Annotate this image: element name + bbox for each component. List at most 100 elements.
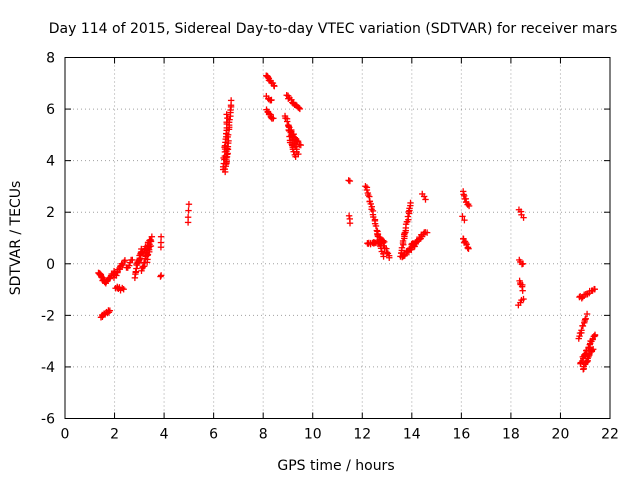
- data-point: [461, 216, 468, 224]
- data-point: [294, 137, 302, 145]
- data-point: [129, 256, 136, 264]
- data-point: [222, 163, 230, 170]
- chart-title: Day 114 of 2015, Sidereal Day-to-day VTE…: [49, 21, 617, 37]
- data-point: [147, 242, 155, 250]
- x-tick-label: 4: [160, 427, 169, 443]
- data-point: [138, 267, 145, 275]
- data-point: [157, 272, 165, 279]
- data-point: [225, 137, 232, 145]
- data-point: [223, 154, 230, 161]
- data-point: [135, 256, 143, 264]
- data-point: [464, 244, 471, 252]
- y-axis-label: SDTVAR / TECUs: [8, 181, 24, 296]
- data-point: [519, 287, 526, 294]
- x-tick-label: 10: [304, 427, 322, 443]
- x-tick-labels: 0 2 4 6 8 10 12 14 16 18 20 22: [61, 427, 619, 443]
- y-tick-labels: -6 -4 -2 0 2 4 6 8: [41, 51, 55, 428]
- data-point: [590, 346, 597, 353]
- y-tick-label: 2: [46, 205, 55, 221]
- data-point: [404, 213, 412, 220]
- data-point: [519, 260, 527, 267]
- axis-ticks: [64, 57, 611, 419]
- data-point: [383, 245, 390, 252]
- data-point: [120, 286, 127, 293]
- y-tick-label: 0: [46, 257, 55, 273]
- data-point: [157, 233, 165, 240]
- x-tick-label: 22: [601, 427, 619, 443]
- data-point: [290, 148, 297, 155]
- data-point: [405, 208, 412, 215]
- data-point: [125, 262, 133, 269]
- data-point: [422, 196, 429, 203]
- data-point: [185, 201, 193, 208]
- data-point: [423, 229, 431, 236]
- data-point: [157, 239, 165, 246]
- data-point: [578, 327, 585, 334]
- data-point: [226, 116, 233, 123]
- data-point: [583, 310, 591, 318]
- data-point: [270, 115, 277, 122]
- data-point: [119, 284, 126, 292]
- data-point: [407, 199, 414, 207]
- data-point: [398, 244, 406, 251]
- data-point: [346, 219, 354, 227]
- data-points: [95, 72, 599, 373]
- data-point: [412, 239, 420, 246]
- data-point: [372, 222, 380, 230]
- x-tick-label: 20: [552, 427, 570, 443]
- x-tick-label: 18: [502, 427, 520, 443]
- data-point: [295, 104, 303, 112]
- data-point: [285, 95, 292, 102]
- y-tick-label: 4: [46, 154, 55, 170]
- data-point: [113, 272, 120, 279]
- data-point: [264, 73, 272, 81]
- data-point: [296, 105, 304, 113]
- x-tick-label: 14: [403, 427, 421, 443]
- data-point: [116, 284, 123, 291]
- data-point: [520, 295, 527, 303]
- data-point: [380, 253, 387, 260]
- grid-lines: [65, 57, 610, 419]
- y-tick-label: -6: [41, 412, 55, 428]
- data-point: [362, 183, 369, 190]
- data-point: [271, 82, 278, 90]
- data-point: [292, 153, 299, 160]
- data-point: [221, 165, 229, 173]
- data-point: [367, 200, 374, 208]
- data-point: [520, 214, 527, 221]
- data-point: [588, 347, 596, 354]
- x-tick-label: 16: [452, 427, 470, 443]
- x-axis-label: GPS time / hours: [277, 458, 394, 474]
- data-point: [185, 207, 192, 214]
- data-point: [345, 212, 353, 219]
- data-point: [374, 230, 382, 238]
- x-tick-label: 0: [61, 427, 70, 443]
- data-point: [465, 202, 473, 210]
- data-point: [148, 233, 156, 240]
- data-point: [106, 307, 114, 314]
- data-point: [591, 286, 599, 293]
- data-point: [227, 97, 235, 104]
- plot-frame: [64, 57, 611, 419]
- data-point: [283, 118, 291, 125]
- data-point: [386, 254, 393, 261]
- data-point: [297, 141, 304, 149]
- data-point: [223, 111, 230, 118]
- x-tick-label: 12: [353, 427, 371, 443]
- y-tick-label: 6: [46, 102, 55, 118]
- data-point: [224, 143, 232, 150]
- data-point: [224, 131, 232, 138]
- data-point: [121, 257, 129, 264]
- x-tick-label: 6: [209, 427, 218, 443]
- data-point: [157, 273, 164, 280]
- data-point: [184, 214, 192, 221]
- data-point: [268, 96, 275, 104]
- y-tick-label: -2: [41, 308, 55, 324]
- data-point: [582, 315, 589, 322]
- data-point: [147, 236, 154, 244]
- y-tick-label: -4: [41, 360, 55, 376]
- data-point: [591, 331, 599, 339]
- data-point: [290, 130, 297, 138]
- x-tick-label: 2: [110, 427, 119, 443]
